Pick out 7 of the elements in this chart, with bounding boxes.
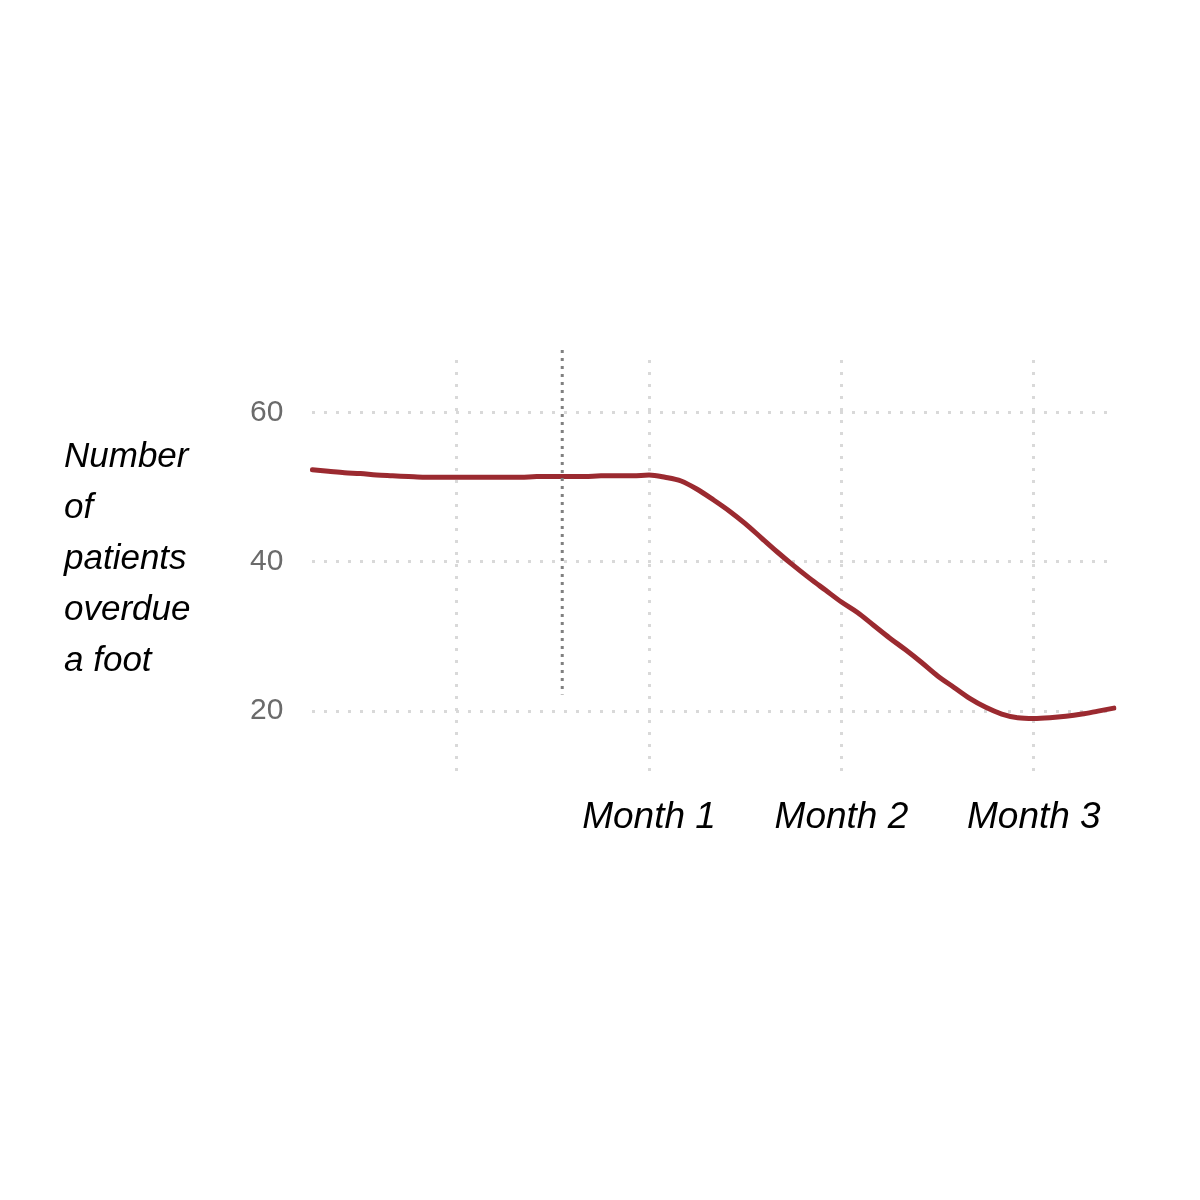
y-tick-label: 40 (249, 542, 284, 576)
y-axis-title: Number of patients overdue a foot (63, 435, 191, 679)
x-tick-label: Month 2 (774, 795, 909, 837)
y-tick-label: 60 (249, 393, 284, 427)
y-tick-label: 20 (249, 692, 284, 726)
x-tick-label: Month 1 (582, 795, 716, 837)
x-tick-label: Month 3 (966, 795, 1102, 837)
